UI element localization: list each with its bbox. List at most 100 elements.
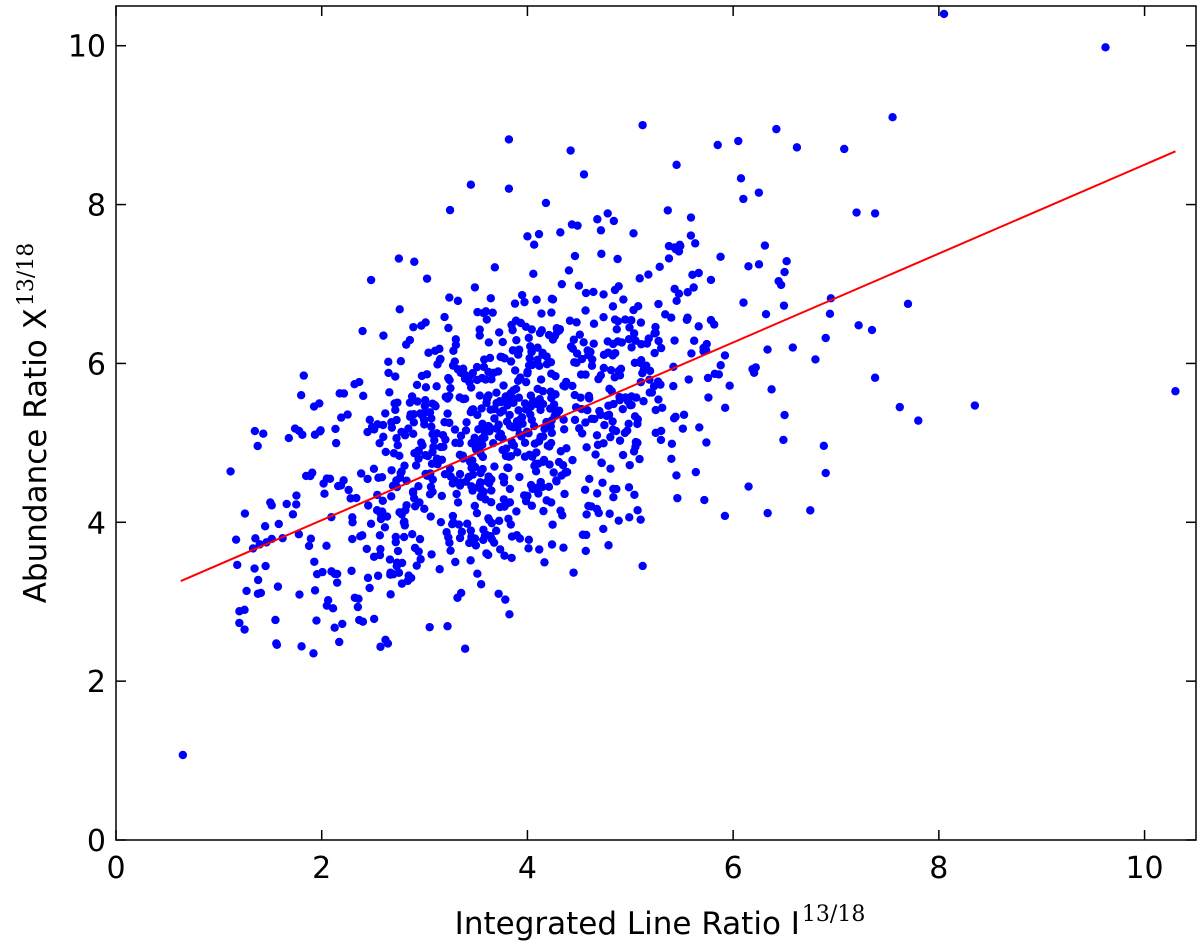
- data-point: [780, 267, 789, 277]
- data-point: [445, 538, 454, 547]
- data-point: [672, 296, 681, 305]
- data-point: [939, 9, 949, 19]
- data-point: [760, 241, 770, 250]
- data-point: [821, 333, 830, 343]
- data-point: [260, 522, 270, 531]
- data-point: [358, 531, 367, 540]
- data-point: [476, 492, 485, 502]
- data-point: [544, 482, 554, 491]
- data-point: [895, 402, 904, 412]
- data-point: [854, 321, 863, 330]
- data-point: [594, 508, 603, 518]
- data-point: [532, 295, 541, 304]
- data-point: [502, 444, 511, 453]
- data-point: [378, 496, 387, 505]
- data-point: [651, 322, 660, 332]
- data-point: [401, 340, 411, 349]
- data-point: [624, 483, 634, 492]
- data-point: [749, 368, 759, 377]
- data-point: [466, 556, 475, 565]
- data-point: [427, 422, 436, 431]
- data-point: [596, 226, 606, 235]
- data-point: [467, 463, 476, 473]
- data-point: [525, 342, 535, 351]
- data-point: [535, 545, 544, 554]
- data-point: [409, 409, 419, 419]
- data-point: [591, 450, 600, 459]
- data-point: [387, 492, 396, 501]
- data-point: [627, 316, 636, 325]
- data-point: [325, 474, 335, 484]
- data-point: [412, 380, 422, 390]
- data-point: [545, 404, 555, 413]
- data-point: [536, 375, 546, 384]
- data-point: [408, 530, 417, 539]
- data-point: [380, 523, 390, 532]
- data-point: [572, 318, 581, 327]
- data-point: [603, 209, 612, 218]
- data-point: [483, 477, 492, 486]
- data-point: [744, 262, 753, 271]
- data-point: [694, 268, 703, 278]
- data-point: [427, 550, 436, 559]
- data-point: [527, 415, 536, 425]
- data-point: [316, 426, 325, 435]
- data-point: [391, 372, 400, 381]
- data-point: [679, 410, 689, 419]
- data-point: [557, 279, 567, 289]
- data-point: [344, 485, 353, 495]
- data-point: [597, 458, 606, 468]
- data-point: [417, 371, 427, 381]
- data-point: [449, 518, 458, 527]
- data-point: [691, 239, 700, 248]
- data-point: [537, 309, 546, 318]
- data-point: [638, 368, 647, 378]
- data-point: [358, 391, 368, 401]
- data-point: [405, 398, 415, 407]
- data-point: [575, 330, 585, 339]
- data-point: [524, 361, 534, 370]
- data-point: [536, 432, 545, 442]
- data-point: [323, 596, 333, 605]
- data-point: [486, 405, 495, 414]
- data-point: [242, 586, 251, 596]
- data-point: [689, 283, 698, 292]
- data-point: [568, 455, 577, 465]
- data-point: [478, 452, 488, 462]
- data-point: [416, 409, 425, 418]
- data-point: [510, 299, 520, 308]
- data-point: [663, 206, 673, 215]
- data-point: [478, 464, 487, 474]
- data-point: [499, 381, 508, 390]
- data-point: [331, 424, 340, 434]
- data-point: [670, 336, 679, 345]
- data-point: [363, 573, 373, 583]
- data-point: [461, 426, 471, 435]
- data-point: [468, 470, 478, 479]
- data-point: [466, 383, 476, 392]
- data-point: [706, 275, 716, 285]
- data-point: [433, 360, 442, 369]
- data-point: [363, 474, 372, 484]
- data-point: [273, 582, 283, 591]
- data-point: [512, 335, 521, 345]
- data-point: [481, 375, 490, 384]
- data-point: [375, 438, 384, 448]
- data-point: [335, 637, 344, 647]
- data-point: [517, 290, 527, 300]
- data-point: [420, 420, 429, 429]
- data-point: [870, 209, 880, 218]
- data-point: [504, 514, 513, 523]
- data-point: [606, 365, 616, 375]
- y-axis-label: Abundance Ratio X13/18: [14, 243, 54, 604]
- data-point: [556, 228, 565, 237]
- data-point: [653, 377, 663, 386]
- data-point: [635, 274, 644, 283]
- data-point: [392, 434, 401, 443]
- data-point: [486, 294, 496, 303]
- data-point: [611, 426, 621, 436]
- data-point: [319, 479, 328, 488]
- data-point: [443, 622, 452, 631]
- data-point: [631, 336, 640, 345]
- data-point: [496, 352, 505, 362]
